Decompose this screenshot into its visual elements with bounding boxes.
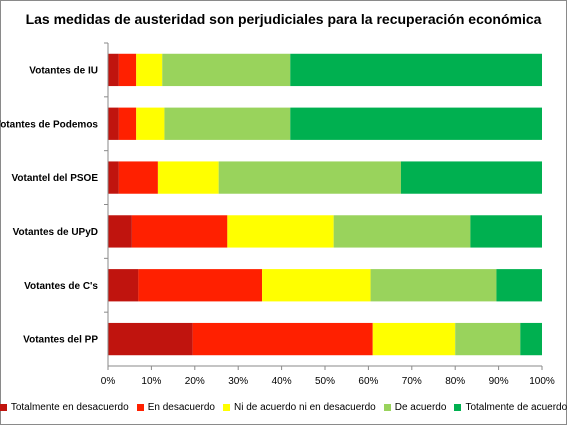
legend-label: Ni de acuerdo ni en desacuerdo: [233, 402, 376, 413]
bar-1-series-2: [118, 53, 137, 87]
legend-swatch: [383, 404, 391, 411]
bar-1-series-4: [162, 53, 291, 87]
category-label: Votantes del PP: [23, 335, 98, 346]
bar-4-series-2: [131, 215, 228, 248]
x-tick-label: 100%: [529, 376, 555, 387]
legend-item: En desacuerdo: [136, 402, 215, 413]
bar-5-series-1: [108, 269, 139, 302]
bar-4-series-3: [227, 215, 334, 248]
chart-title: Las medidas de austeridad son perjudicia…: [25, 11, 542, 27]
bar-6-series-1: [108, 322, 193, 356]
bar-4-series-4: [333, 215, 471, 248]
x-tick-label: 10%: [141, 376, 161, 387]
bar-3-series-2: [118, 161, 158, 194]
category-label: Votantel del PSOE: [12, 173, 99, 184]
category-label: Votantes de UPyD: [13, 227, 98, 238]
x-tick-label: 80%: [445, 376, 465, 387]
bar-2-series-2: [118, 107, 137, 140]
category-label: Votantes de Podemos: [0, 119, 98, 130]
bar-4-series-5: [470, 215, 542, 248]
x-tick-label: 90%: [489, 376, 509, 387]
bar-3-series-4: [218, 161, 401, 194]
bar-area: [108, 53, 542, 356]
bar-1-series-3: [136, 53, 163, 87]
legend-item: De acuerdo: [383, 402, 447, 413]
bar-2-series-5: [290, 107, 542, 140]
legend-label: De acuerdo: [394, 402, 447, 413]
category-label: Votantes de IU: [29, 65, 98, 76]
bar-3-series-3: [157, 161, 219, 194]
bar-4-series-1: [108, 215, 132, 248]
legend-item: Totalmente de acuerdo: [454, 402, 567, 413]
legend-item: Ni de acuerdo ni en desacuerdo: [222, 402, 376, 413]
axes: Votantes de IU Votantes de Podemos Votante…: [0, 42, 555, 387]
bar-6-series-5: [520, 322, 542, 356]
legend-label: En desacuerdo: [147, 402, 215, 413]
x-tick-label: 50%: [315, 376, 335, 387]
legend-swatch: [454, 404, 462, 411]
category-label: Votantes de C's: [24, 281, 98, 292]
bar-6-series-4: [455, 322, 521, 356]
x-tick-label: 40%: [272, 376, 292, 387]
bar-1-series-1: [108, 53, 119, 87]
bar-6-series-2: [192, 322, 373, 356]
bar-3-series-5: [400, 161, 542, 194]
legend-label: Totalmente de acuerdo: [465, 402, 567, 413]
bar-3-series-1: [108, 161, 119, 194]
x-tick-label: 60%: [358, 376, 378, 387]
bar-2-series-1: [108, 107, 119, 140]
x-tick-label: 30%: [228, 376, 248, 387]
legend-label: Totalmente en desacuerdo: [10, 402, 129, 413]
bar-5-series-4: [370, 269, 497, 302]
x-tick-label: 70%: [402, 376, 422, 387]
bar-2-series-3: [136, 107, 165, 140]
bar-5-series-3: [262, 269, 371, 302]
bar-5-series-5: [496, 269, 542, 302]
legend-swatch: [0, 404, 7, 411]
x-tick-label: 20%: [185, 376, 205, 387]
x-tick-label: 0%: [101, 376, 116, 387]
bar-1-series-5: [290, 53, 542, 87]
legend-swatch: [136, 404, 144, 411]
bar-6-series-3: [372, 322, 456, 356]
bar-5-series-2: [138, 269, 263, 302]
legend-swatch: [222, 404, 230, 411]
legend: Totalmente en desacuerdo En desacuerdo Ni …: [0, 402, 567, 413]
bar-2-series-4: [164, 107, 291, 140]
legend-item: Totalmente en desacuerdo: [0, 402, 129, 413]
